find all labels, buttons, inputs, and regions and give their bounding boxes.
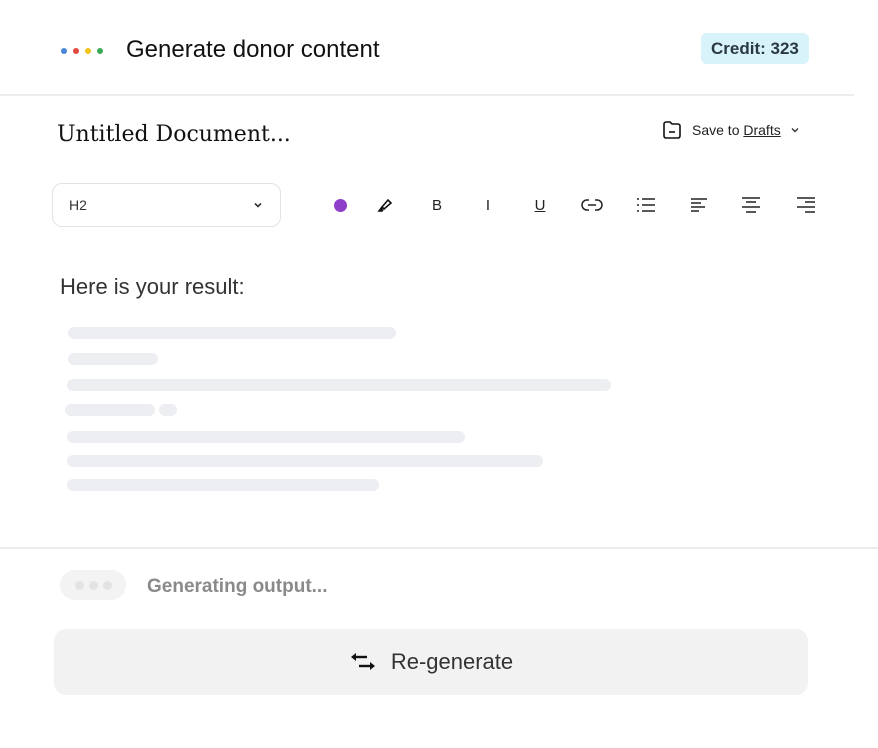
color-dot-icon — [333, 198, 347, 212]
bold-button[interactable]: B — [431, 196, 442, 214]
link-icon — [581, 199, 603, 211]
align-left-button[interactable] — [686, 192, 712, 218]
folder-icon — [663, 121, 681, 139]
chevron-down-icon — [254, 202, 262, 208]
align-right-icon — [797, 197, 815, 213]
link-button[interactable] — [579, 192, 605, 218]
underline-button[interactable]: U — [534, 196, 546, 214]
regenerate-label: Re-generate — [390, 649, 514, 674]
italic-button[interactable]: I — [485, 196, 491, 214]
logo-dots-icon — [61, 48, 103, 54]
save-target: Drafts — [743, 122, 781, 138]
document-title[interactable]: Untitled Document... — [57, 122, 291, 147]
bullet-list-icon — [637, 198, 655, 212]
highlighter-icon — [377, 198, 393, 212]
credit-badge: Credit: 323 — [701, 33, 809, 64]
align-left-icon — [691, 198, 707, 212]
align-center-icon — [742, 197, 760, 213]
regenerate-button[interactable]: Re-generate — [54, 629, 808, 695]
save-prefix: Save to — [692, 122, 740, 138]
chevron-down-icon — [791, 128, 799, 133]
align-right-button[interactable] — [793, 192, 819, 218]
divider — [0, 547, 878, 549]
heading-style-value: H2 — [69, 197, 87, 213]
highlight-button[interactable] — [372, 192, 398, 218]
header: Generate donor content Credit: 323 — [0, 0, 854, 96]
page-title: Generate donor content — [126, 36, 380, 63]
typing-indicator-icon — [60, 570, 126, 600]
save-to-drafts-button[interactable]: Save to Drafts — [660, 118, 801, 142]
generating-status: Generating output... — [147, 576, 328, 597]
align-center-button[interactable] — [738, 192, 764, 218]
swap-arrows-icon — [350, 653, 375, 670]
heading-style-select[interactable]: H2 — [52, 183, 281, 227]
text-color-button[interactable] — [327, 192, 353, 218]
bullet-list-button[interactable] — [633, 192, 659, 218]
result-heading: Here is your result: — [60, 274, 245, 299]
